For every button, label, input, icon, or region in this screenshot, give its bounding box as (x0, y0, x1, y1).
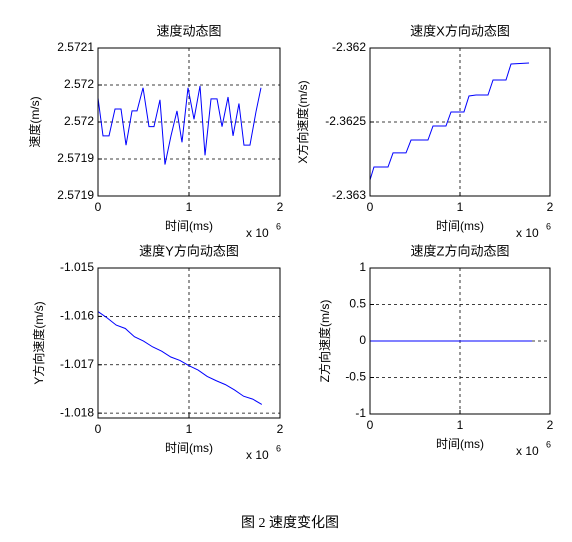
y-tick-label: -2.362 (332, 40, 366, 54)
y-axis-label: Y方向速度(m/s) (31, 301, 46, 384)
x-tick-label: 0 (95, 200, 102, 214)
axes-box (369, 267, 551, 415)
x-axis-label: 时间(ms) (165, 219, 213, 233)
y-tick-label: 2.5721 (57, 40, 94, 54)
x-axis-label: 时间(ms) (165, 441, 213, 455)
x-multiplier: x 10 (516, 226, 539, 240)
y-tick-label: 0 (359, 333, 366, 347)
x-tick-label: 1 (457, 200, 464, 214)
y-tick-label: -0.5 (345, 370, 366, 384)
x-tick-label: 2 (277, 422, 284, 436)
y-tick-label: 2.5719 (57, 188, 94, 202)
y-tick-label: 1 (359, 260, 366, 274)
data-line (97, 85, 262, 165)
y-tick-label: -2.3625 (325, 114, 366, 128)
x-multiplier: x 10 (246, 226, 269, 240)
x-tick-label: 1 (457, 418, 464, 432)
x-multiplier-power: 6 (546, 439, 551, 449)
y-tick-label: 2.572 (64, 114, 94, 128)
y-axis-label: Z方向速度(m/s) (317, 300, 332, 383)
y-tick-label: -1.017 (60, 357, 94, 371)
x-tick-label: 2 (547, 200, 554, 214)
x-tick-label: 1 (186, 422, 193, 436)
x-axis-label: 时间(ms) (436, 219, 484, 233)
x-multiplier: x 10 (516, 444, 539, 458)
x-tick-label: 0 (367, 418, 374, 432)
y-tick-label: -1.016 (60, 309, 94, 323)
x-axis-label: 时间(ms) (436, 437, 484, 451)
data-line (97, 311, 263, 405)
y-tick-label: -2.363 (332, 188, 366, 202)
chart-title: 速度Y方向动态图 (139, 243, 239, 258)
chart-title: 速度Z方向动态图 (411, 243, 510, 258)
y-tick-label: 0.5 (349, 297, 366, 311)
y-tick-label: 2.5719 (57, 151, 94, 165)
x-multiplier-power: 6 (276, 443, 281, 453)
axes-box (369, 47, 551, 197)
y-tick-label: -1.018 (60, 405, 94, 419)
x-tick-label: 2 (547, 418, 554, 432)
axes-box (97, 267, 281, 419)
y-axis-label: X方向速度(m/s) (295, 80, 310, 163)
x-tick-label: 0 (95, 422, 102, 436)
y-axis-label: 速度(m/s) (27, 96, 42, 147)
x-tick-label: 0 (367, 200, 374, 214)
y-tick-label: 2.572 (64, 77, 94, 91)
chart-title: 速度X方向动态图 (410, 23, 510, 38)
x-multiplier-power: 6 (546, 221, 551, 231)
x-tick-label: 2 (277, 200, 284, 214)
data-line (369, 62, 530, 181)
chart-title: 速度动态图 (156, 23, 221, 38)
y-tick-label: -1.015 (60, 260, 94, 274)
axes-box (97, 47, 281, 197)
y-tick-label: -1 (355, 406, 366, 420)
x-multiplier: x 10 (246, 448, 269, 462)
x-multiplier-power: 6 (276, 221, 281, 231)
x-tick-label: 1 (186, 200, 193, 214)
figure-caption: 图 2 速度变化图 (241, 515, 339, 531)
